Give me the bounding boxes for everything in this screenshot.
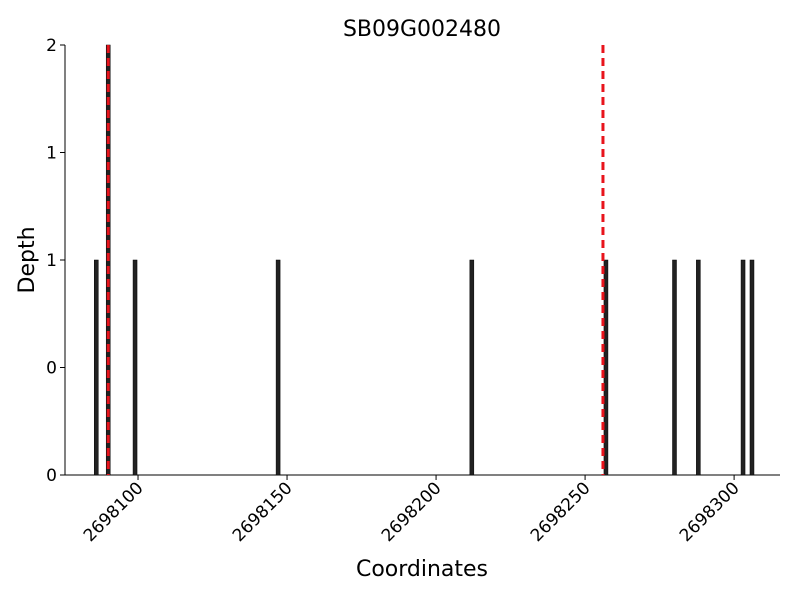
bar [740, 259, 746, 476]
bar [94, 259, 99, 476]
x-tick-label: 2698250 [527, 478, 595, 546]
bar [749, 259, 755, 476]
y-tick-label: 0 [46, 359, 57, 379]
y-tick-label: 2 [46, 36, 57, 56]
bar [469, 259, 475, 476]
x-tick-label: 2698200 [378, 478, 446, 546]
y-tick-label: 0 [46, 466, 57, 486]
y-tick-label: 1 [46, 144, 57, 164]
y-axis-label: Depth [15, 226, 40, 293]
x-tick-label: 2698300 [676, 478, 744, 546]
y-tick-label: 1 [46, 251, 57, 271]
x-tick-label: 2698100 [80, 478, 148, 546]
x-tick-label: 2698150 [229, 478, 297, 546]
bar [603, 259, 609, 476]
chart-title: SB09G002480 [343, 17, 501, 42]
bar [696, 259, 701, 476]
bar [672, 259, 677, 476]
x-axis-label: Coordinates [356, 557, 488, 582]
bar [275, 259, 281, 476]
bar [132, 259, 138, 476]
